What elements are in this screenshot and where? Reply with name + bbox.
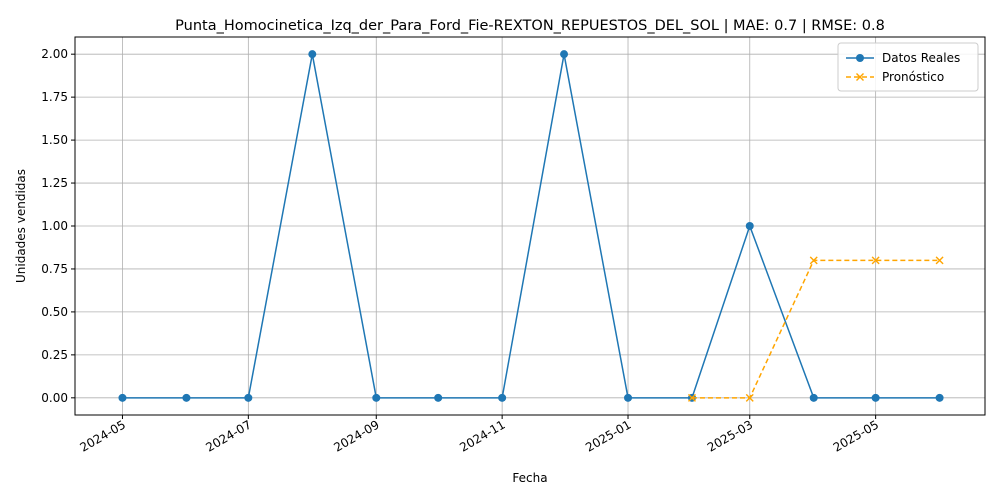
axes: 0.00 0.25 0.50 0.75 1.00 1.25 1.50 1.75 2.00 2024…: [41, 47, 881, 454]
data-point-datos-reales: [560, 50, 569, 59]
data-point-datos-reales: [498, 393, 507, 402]
series-line-datos-reales: [122, 54, 940, 399]
x-tick-label: 2025-01: [583, 417, 633, 454]
data-point-datos-reales: [244, 393, 253, 402]
legend-frame: [837, 42, 979, 92]
data-point-pronostico: [935, 256, 944, 265]
legend-marker-pronostico: [856, 73, 864, 81]
data-point-datos-reales: [118, 393, 127, 402]
legend-label-datos-reales: Datos Reales: [882, 51, 960, 65]
data-point-datos-reales: [308, 50, 317, 59]
legend-label-pronostico: Pronóstico: [882, 70, 944, 84]
x-axis-label: Fecha: [512, 471, 547, 485]
series-line-pronostico: [691, 259, 940, 399]
y-tick-label: 2.00: [41, 47, 68, 61]
legend: Datos Reales Pronóstico: [837, 42, 979, 92]
x-tick-label: 2024-07: [203, 417, 253, 454]
data-point-datos-reales: [372, 393, 381, 402]
data-point-datos-reales: [434, 393, 443, 402]
data-point-datos-reales: [182, 393, 191, 402]
data-point-datos-reales: [809, 393, 818, 402]
data-point-datos-reales: [935, 393, 944, 402]
grid: [75, 37, 985, 415]
x-tick-label: 2024-09: [331, 417, 381, 454]
data-point-datos-reales: [624, 393, 633, 402]
legend-marker-datos-reales: [856, 54, 864, 62]
data-point-pronostico: [871, 256, 880, 265]
y-tick-label: 1.25: [41, 176, 68, 190]
y-tick-label: 0.50: [41, 305, 68, 319]
chart-title: Punta_Homocinetica_Izq_der_Para_Ford_Fie…: [175, 18, 885, 34]
x-tick-label: 2025-05: [831, 417, 881, 454]
y-tick-label: 0.00: [41, 391, 68, 405]
y-axis-label: Unidades vendidas: [14, 169, 28, 283]
data-point-pronostico: [809, 256, 818, 265]
data-point-datos-reales: [745, 222, 754, 230]
x-tick-label: 2024-11: [457, 417, 507, 454]
y-tick-label: 1.50: [41, 133, 68, 147]
y-tick-label: 1.75: [41, 90, 68, 104]
x-tick-label: 2024-05: [78, 417, 128, 454]
y-tick-label: 1.00: [41, 219, 68, 233]
data-point-pronostico: [687, 393, 696, 402]
y-tick-label: 0.75: [41, 262, 68, 276]
data-point-datos-reales: [871, 393, 880, 402]
y-tick-label: 0.25: [41, 348, 68, 362]
x-tick-label: 2025-03: [705, 417, 755, 454]
series-layer: [118, 50, 944, 402]
data-point-pronostico: [745, 393, 754, 402]
